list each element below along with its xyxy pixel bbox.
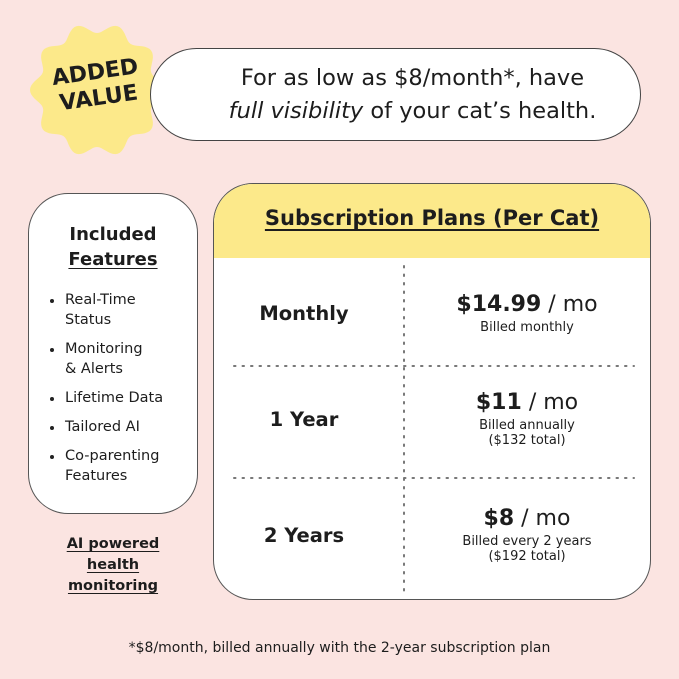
features-title-line: Features (68, 249, 158, 270)
dividers (233, 265, 635, 593)
billing-note: Billed monthly (480, 319, 574, 335)
feature-line: Co-parenting (65, 448, 160, 464)
features-card (28, 193, 198, 514)
feature-line: Status (65, 312, 112, 328)
features-link[interactable]: AI powered health monitoring (28, 534, 198, 597)
plan-price: $11 / mo Billed annually ($132 total) (402, 388, 650, 448)
footnote: *$8/month, billed annually with the 2-ye… (128, 640, 551, 656)
price-amount: $14.99 (456, 291, 542, 317)
plans-header (214, 184, 650, 258)
headline-rest: of your cat’s health. (370, 98, 597, 124)
badge-shape (30, 25, 164, 155)
headline-pill (150, 48, 641, 141)
plans-card: Subscription Plans (Per Cat) Monthly $14.… (213, 183, 651, 600)
price-unit: / mo (548, 291, 598, 317)
feature-item: Tailored AI (48, 417, 198, 437)
features-title: Included Features (28, 222, 198, 272)
feature-line: Lifetime Data (65, 390, 164, 406)
plans-title: Subscription Plans (Per Cat) (264, 206, 600, 230)
price-line: $8 / mo (402, 504, 650, 534)
feature-item: Real-Time Status (48, 290, 198, 330)
headline-emphasis: full visibility (228, 98, 364, 124)
feature-line: Real-Time (65, 292, 136, 308)
price-amount: $8 (483, 506, 515, 531)
price-unit: / mo (528, 390, 579, 415)
plan-price: $8 / mo Billed every 2 years ($192 total) (402, 504, 650, 564)
feature-item: Co-parenting Features (48, 446, 198, 486)
feature-line: & Alerts (65, 361, 123, 377)
link-line: monitoring (67, 578, 159, 594)
billing-note: Billed every 2 years (462, 534, 592, 549)
plan-name: 2 Years (263, 524, 345, 547)
feature-item: Lifetime Data (48, 388, 198, 408)
price-unit: / mo (521, 506, 571, 531)
headline-line: full visibility of your cat’s health. (190, 95, 635, 128)
feature-item: Monitoring & Alerts (48, 339, 198, 379)
price-amount: $11 (475, 390, 522, 415)
billing-note: ($132 total) (488, 433, 566, 448)
headline: For as low as $8/month*, have full visib… (190, 62, 635, 128)
plan-name: 1 Year (269, 408, 339, 431)
plan-name: Monthly (259, 302, 349, 325)
feature-line: Tailored AI (65, 419, 140, 435)
billing-note: ($192 total) (488, 549, 566, 564)
plan-price: $14.99 / mo Billed monthly (402, 290, 650, 335)
feature-line: Monitoring (65, 341, 143, 357)
features-list: Real-Time Status Monitoring & Alerts Lifetim… (48, 290, 198, 495)
link-line: AI powered (66, 536, 160, 552)
price-line: $11 / mo (402, 388, 650, 418)
headline-line: For as low as $8/month*, have (240, 65, 585, 91)
price-line: $14.99 / mo (402, 290, 650, 320)
features-title-line: Included (69, 224, 157, 245)
link-line: health (86, 557, 140, 573)
feature-line: Features (65, 468, 128, 484)
billing-note: Billed annually (479, 418, 575, 433)
